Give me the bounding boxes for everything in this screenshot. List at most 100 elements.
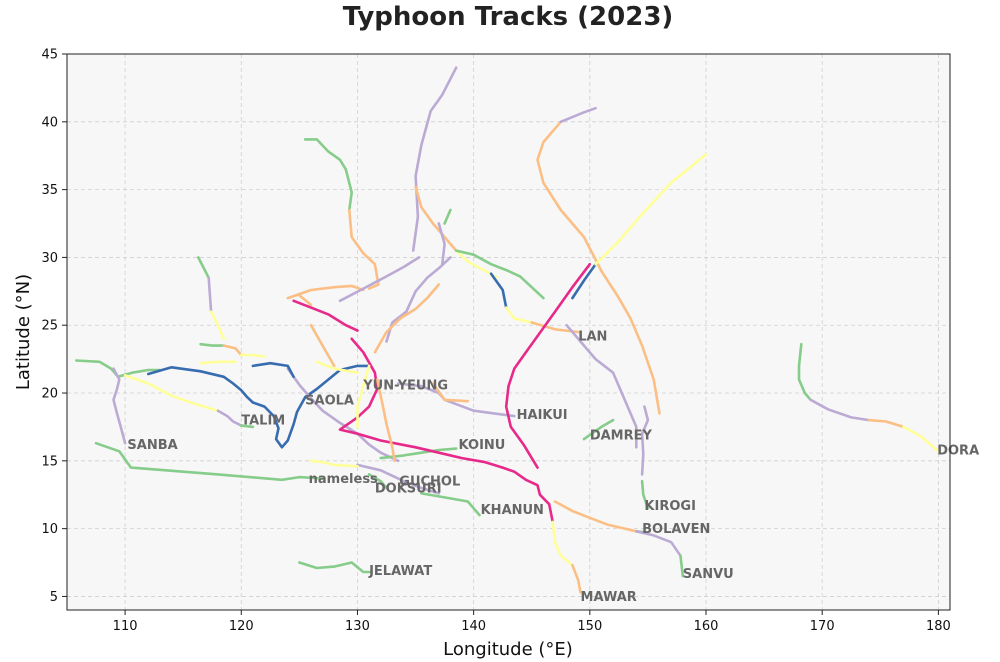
y-tick-label: 5 [50,590,58,605]
track-jelawat [298,561,373,574]
track-mawar [594,153,708,266]
storm-label-yun-yeung: YUN-YEUNG [362,378,448,393]
x-tick-label: 170 [810,619,835,634]
track-lan [504,306,533,324]
track-talim [216,409,243,427]
track-koinu [379,447,458,460]
track-guchol [356,463,441,495]
track-nameless [309,459,359,468]
track-doksuri [338,337,504,469]
track-dora [902,425,940,453]
y-tick-label: 15 [41,454,58,469]
track-yun-yeung [286,367,400,463]
y-tick-label: 10 [41,522,58,537]
track-lan [411,66,458,252]
track-unnamed [309,323,336,368]
storm-tracks [75,66,940,594]
track-khanun [292,299,359,332]
track-damrey [536,120,661,415]
track-talim [123,374,220,412]
storm-labels: SANBA TALIM SAOLA YUN-YEUNG HAIKUI LAN DAMREY K… [127,330,979,605]
y-tick-label: 30 [41,251,58,266]
track-unnamed [454,249,545,300]
track-lan [489,272,508,309]
track-mawar [504,262,592,469]
x-tick-label: 150 [577,619,602,634]
track-mawar [551,520,574,567]
track-kirogi [640,405,650,476]
storm-label-nameless: nameless [309,472,378,487]
track-dora [867,418,905,429]
track-unnamed [298,294,313,307]
track-unnamed [251,361,295,379]
plot-frame [66,53,951,611]
track-unnamed [373,283,441,354]
track-mawar [571,563,582,594]
track-unnamed [437,222,446,266]
storm-label-haikui: HAIKUI [517,408,568,423]
y-tick-label: 25 [41,319,58,334]
track-unnamed [338,256,421,303]
x-tick-label: 140 [461,619,486,634]
track-unnamed [348,208,380,290]
track-unnamed [222,344,243,357]
track-mawar [571,262,597,300]
y-tick-label: 45 [41,48,58,63]
storm-label-sanvu: SANVU [683,567,734,582]
chart-title: Typhoon Tracks (2023) [343,2,674,32]
storm-label-damrey: DAMREY [590,429,653,444]
track-unnamed [565,323,638,449]
plot-area [67,54,950,610]
track-unnamed [199,342,226,347]
storm-label-jelawat: JELAWAT [368,564,432,579]
storm-label-bolaven: BOLAVEN [642,522,710,537]
storm-label-lan: LAN [578,330,607,345]
storm-label-guchol: GUCHOL [399,475,460,490]
track-sanvu [679,554,685,578]
track-unnamed [240,353,266,358]
x-axis-label: Longitude (°E) [443,639,573,660]
track-haikui [443,398,516,418]
track-bolaven [553,500,638,533]
track-mawar [501,466,554,524]
axis-ticks: 110 120 130 140 150 160 170 180 5 10 15 20 25 30 35 40 4… [41,48,950,635]
track-khanun [420,492,481,517]
storm-label-mawar: MAWAR [581,590,637,605]
track-unnamed [197,256,210,280]
y-tick-label: 20 [41,387,58,402]
storm-label-sanba: SANBA [127,438,177,453]
track-doksuri [367,473,388,490]
track-sanba [112,367,127,445]
storm-label-kirogi: KIROGI [644,499,695,514]
track-unnamed [431,382,470,403]
track-dora [809,398,870,422]
track-sanvu [635,530,682,558]
storm-label-talim: TALIM [241,414,285,429]
storm-label-saola: SAOLA [305,393,354,408]
track-haikui [286,284,365,300]
track-unnamed [356,364,371,429]
track-unnamed [207,276,213,313]
track-damrey [582,418,615,441]
track-lan [414,185,458,252]
track-dora [797,342,812,402]
storm-label-khanun: KHANUN [481,503,544,518]
track-saola [147,364,371,449]
track-damrey [559,106,597,124]
track-unnamed [385,256,452,343]
track-unnamed [199,360,237,365]
storm-label-koinu: KOINU [459,438,506,453]
track-unnamed [209,310,226,341]
track-unnamed [315,360,359,374]
storm-label-doksuri: DOKSURI [375,481,442,496]
x-tick-label: 120 [229,619,254,634]
track-talim [94,441,324,482]
track-unnamed [443,208,452,225]
y-tick-label: 40 [41,115,58,130]
y-axis-label: Latitude (°N) [13,274,34,390]
track-unnamed [375,378,396,463]
y-tick-label: 35 [41,183,58,198]
x-tick-label: 110 [113,619,138,634]
track-talim [240,424,255,429]
